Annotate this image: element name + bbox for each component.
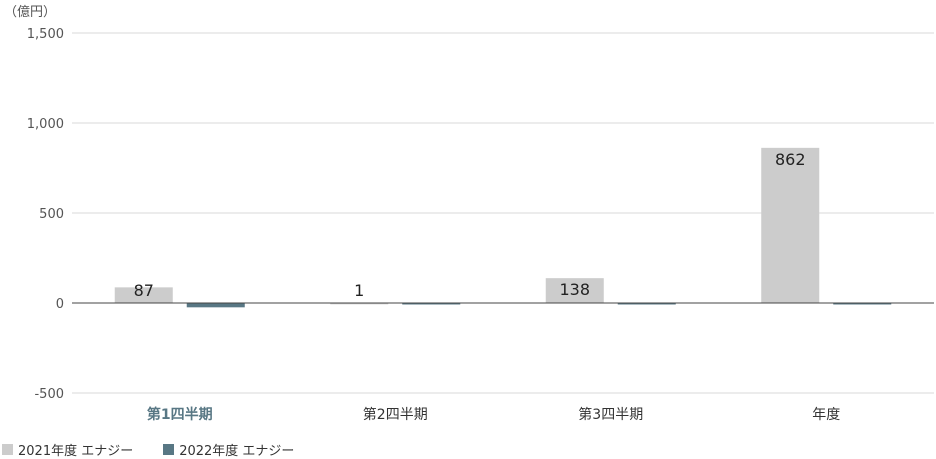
bar (114, 287, 173, 303)
data-label: 862 (775, 150, 806, 169)
x-axis-ticks: 第1四半期 第2四半期 第3四半期 年度 (147, 406, 840, 423)
bars (114, 147, 892, 308)
legend-item-2022: 2022年度 エナジー (163, 440, 294, 459)
legend-item-2021: 2021年度 エナジー (2, 440, 133, 459)
unit-label: （億円） (4, 4, 56, 20)
data-label: 1 (354, 281, 364, 300)
bar (330, 302, 389, 305)
bar (833, 303, 892, 305)
bar (186, 303, 245, 308)
y-tick-label: 500 (39, 207, 64, 222)
data-label: 87 (134, 281, 154, 300)
y-tick-label: 1,000 (27, 117, 64, 132)
x-tick-label: 第1四半期 (147, 406, 213, 423)
legend-swatch-2021 (2, 444, 13, 455)
data-labels: 87 -24 1 138 862 (134, 150, 806, 324)
bar (402, 303, 461, 305)
y-tick-label: -500 (34, 387, 64, 402)
grid-lines (72, 32, 934, 394)
legend: 2021年度 エナジー 2022年度 エナジー (2, 440, 324, 459)
legend-label-2021: 2021年度 エナジー (18, 444, 134, 459)
legend-swatch-2022 (163, 444, 175, 455)
bar (545, 278, 604, 303)
bar (617, 303, 676, 305)
bar (761, 147, 820, 303)
legend-label-2022: 2022年度 エナジー (179, 444, 295, 459)
x-tick-label: 年度 (812, 407, 840, 423)
bar-chart: （億円） 1,500 1,000 500 0 -500 87 -24 1 138 862 第1四… (4, 4, 934, 423)
y-tick-label: 0 (56, 297, 64, 312)
y-tick-label: 1,500 (27, 27, 64, 42)
x-tick-label: 第3四半期 (578, 406, 643, 423)
data-label: -24 (201, 305, 230, 324)
x-tick-label: 第2四半期 (363, 406, 428, 423)
y-axis-ticks: 1,500 1,000 500 0 -500 (27, 27, 64, 402)
data-label: 138 (559, 280, 590, 299)
